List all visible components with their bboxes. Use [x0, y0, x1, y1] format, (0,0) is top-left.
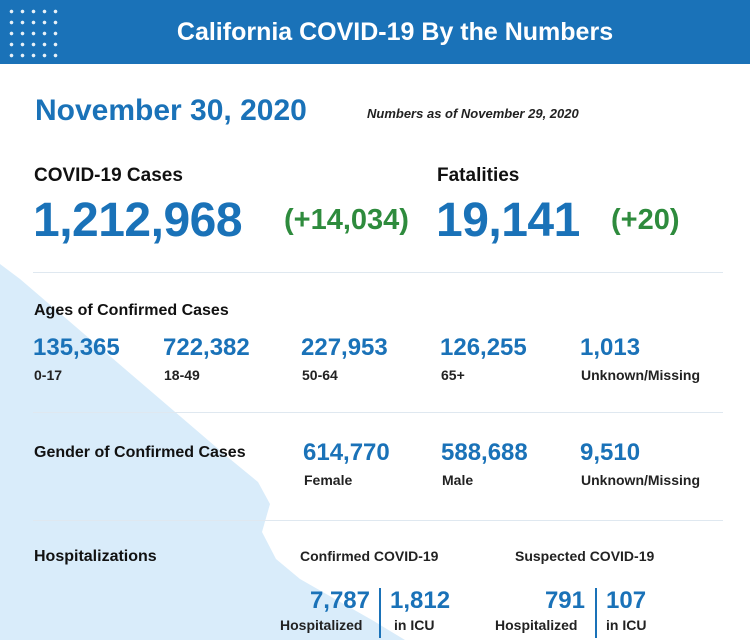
- ages-label: Ages of Confirmed Cases: [34, 302, 229, 319]
- gender-value-female: 614,770: [303, 439, 390, 466]
- age-label-50-64: 50-64: [302, 367, 338, 383]
- header-banner: California COVID-19 By the Numbers: [0, 0, 750, 64]
- gender-label-male: Male: [442, 472, 474, 488]
- fatalities-change: (+20): [611, 204, 680, 236]
- cases-total: 1,212,968: [33, 194, 243, 247]
- california-map-silhouette: [0, 264, 405, 640]
- age-label-18-49: 18-49: [164, 367, 200, 383]
- divider-2: [33, 412, 723, 413]
- cases-label: COVID-19 Cases: [34, 165, 183, 186]
- confirmed-separator: [379, 588, 381, 638]
- gender-label-unknown: Unknown/Missing: [581, 472, 700, 488]
- age-label-0-17: 0-17: [34, 367, 63, 383]
- suspected-separator: [595, 588, 597, 638]
- gender-value-male: 588,688: [441, 439, 528, 466]
- report-date: November 30, 2020: [35, 94, 307, 127]
- divider-3: [33, 520, 723, 521]
- suspected-hospitalized-label: Hospitalized: [495, 617, 578, 633]
- age-value-0-17: 135,365: [33, 334, 120, 361]
- divider-1: [33, 272, 723, 273]
- confirmed-hospitalized-label: Hospitalized: [280, 617, 363, 633]
- age-value-65plus: 126,255: [440, 334, 527, 361]
- age-value-50-64: 227,953: [301, 334, 388, 361]
- cases-change: (+14,034): [284, 204, 409, 236]
- gender-label: Gender of Confirmed Cases: [34, 444, 246, 461]
- fatalities-total: 19,141: [436, 194, 580, 247]
- page-title: California COVID-19 By the Numbers: [176, 18, 614, 46]
- suspected-icu-value: 107: [606, 587, 647, 614]
- hospitalizations-label: Hospitalizations: [34, 548, 157, 565]
- age-value-18-49: 722,382: [163, 334, 250, 361]
- age-label-unknown: Unknown/Missing: [581, 367, 700, 383]
- suspected-hospitalized-value: 791: [544, 587, 585, 614]
- gender-label-female: Female: [304, 472, 353, 488]
- age-value-unknown: 1,013: [580, 334, 641, 361]
- age-label-65plus: 65+: [441, 367, 465, 383]
- fatalities-label: Fatalities: [437, 165, 520, 186]
- confirmed-hospitalized-value: 7,787: [309, 587, 370, 614]
- confirmed-covid-label: Confirmed COVID-19: [300, 548, 439, 564]
- suspected-icu-label: in ICU: [606, 617, 647, 633]
- confirmed-icu-label: in ICU: [394, 617, 435, 633]
- confirmed-icu-value: 1,812: [390, 587, 451, 614]
- suspected-covid-label: Suspected COVID-19: [515, 548, 655, 564]
- gender-value-unknown: 9,510: [580, 439, 641, 466]
- dot-grid-decoration: [6, 6, 60, 60]
- as-of-note: Numbers as of November 29, 2020: [367, 106, 579, 121]
